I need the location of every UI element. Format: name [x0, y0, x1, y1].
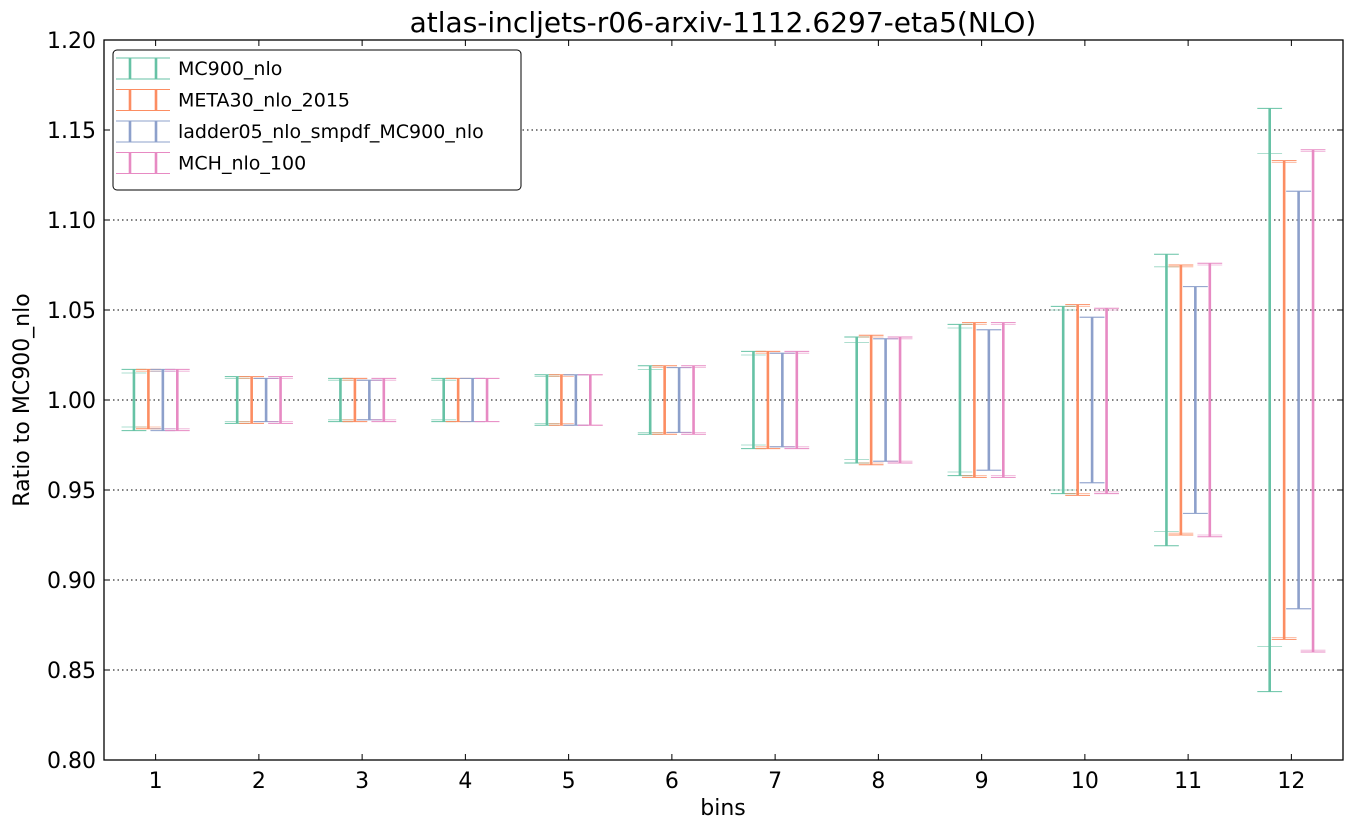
x-tick-label: 10 — [1071, 769, 1099, 794]
y-tick-label: 1.20 — [47, 29, 96, 54]
x-tick-label: 5 — [562, 769, 576, 794]
y-tick-label: 0.90 — [47, 569, 96, 594]
y-tick-label: 1.05 — [47, 299, 96, 324]
y-tick-label: 1.00 — [47, 389, 96, 414]
x-tick-label: 8 — [871, 769, 885, 794]
x-tick-label: 2 — [252, 769, 266, 794]
y-axis-label: Ratio to MC900_nlo — [10, 293, 35, 506]
x-tick-label: 12 — [1277, 769, 1305, 794]
chart-title: atlas-incljets-r06-arxiv-1112.6297-eta5(… — [410, 6, 1037, 39]
legend-label: META30_nlo_2015 — [178, 90, 350, 112]
x-tick-label: 11 — [1174, 769, 1202, 794]
y-tick-label: 1.10 — [47, 209, 96, 234]
legend-label: MCH_nlo_100 — [178, 153, 306, 175]
x-tick-label: 3 — [355, 769, 369, 794]
x-axis-label: bins — [700, 796, 745, 821]
legend-frame — [112, 49, 522, 191]
error-bars — [121, 107, 1326, 693]
y-tick-label: 0.95 — [47, 479, 96, 504]
y-tick-label: 1.15 — [47, 119, 96, 144]
legend-label: MC900_nlo — [178, 58, 282, 80]
y-tick-label: 0.80 — [47, 749, 96, 774]
x-tick-label: 7 — [768, 769, 782, 794]
x-tick-label: 9 — [975, 769, 989, 794]
x-tick-label: 1 — [149, 769, 163, 794]
legend-label: ladder05_nlo_smpdf_MC900_nlo — [178, 121, 484, 143]
y-tick-label: 0.85 — [47, 659, 96, 684]
x-tick-label: 6 — [665, 769, 679, 794]
legend: MC900_nlo META30_nlo_2015 ladder05_nlo_smp… — [112, 49, 522, 191]
x-tick-label: 4 — [458, 769, 472, 794]
axis-ticks: 0.800.850.900.951.001.051.101.151.201 2 3 4… — [47, 29, 1343, 794]
